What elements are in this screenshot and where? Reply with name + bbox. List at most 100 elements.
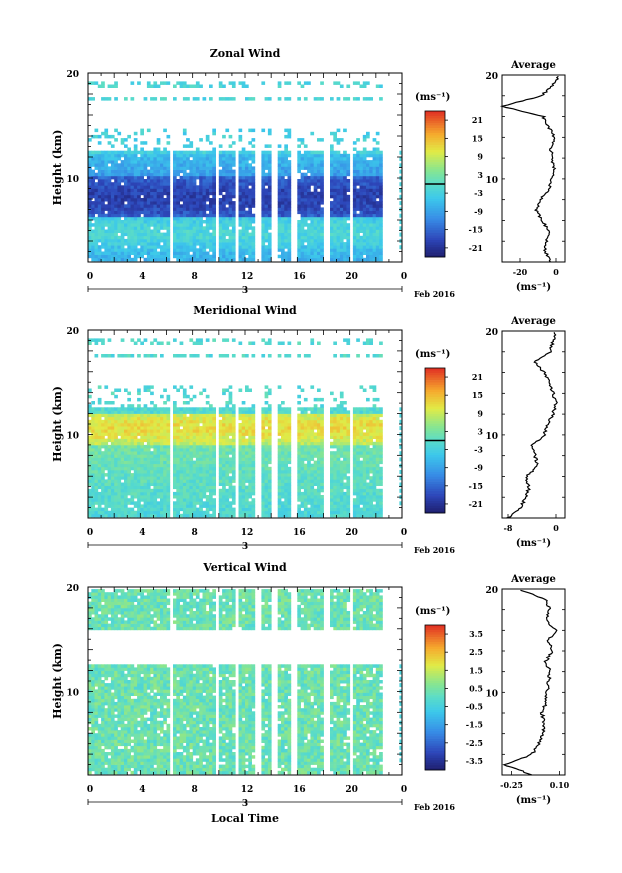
x-tick-label: 0: [401, 528, 407, 538]
date-label: Feb 2016: [414, 289, 455, 299]
panel-title: Meridional Wind: [193, 304, 297, 317]
colorbar-tick-label: 0.5: [469, 683, 483, 693]
x-tick-label: 12: [241, 272, 254, 282]
colorbar-tick-label: -21: [469, 499, 483, 509]
x-tick-label: 8: [192, 528, 198, 538]
profile-x-tick: 0.10: [550, 780, 570, 790]
profile-frame: [501, 330, 566, 519]
colorbar: 21 15 9 3 -3 -9 -15 -21: [424, 367, 483, 514]
x-tick-label: 12: [241, 785, 254, 795]
profile-unit-label: (ms⁻¹): [516, 795, 551, 806]
colorbar-tick-label: 3: [477, 426, 483, 436]
x-tick-label: 4: [139, 528, 145, 538]
colorbar-unit-label: (ms⁻¹): [415, 92, 450, 103]
y-tick-label: 10: [66, 431, 79, 441]
colorbar-frame: [424, 624, 446, 771]
profile-x-tick: 0: [553, 523, 559, 533]
profile-y-tick: 10: [485, 432, 498, 442]
y-tick-label: 20: [66, 327, 79, 337]
colorbar-tick-label: -9: [474, 206, 483, 216]
x-tick-label: 20: [345, 785, 358, 795]
profile-frame: [501, 74, 566, 263]
profile-frame: [501, 588, 566, 776]
heatmap-cells: [88, 338, 402, 518]
colorbar-tick-label: -3: [474, 445, 483, 455]
y-tick-label: 10: [66, 688, 79, 698]
colorbar-tick-label: 9: [477, 408, 483, 418]
colorbar-tick-label: 15: [472, 390, 483, 400]
colorbar-tick-label: 3: [477, 170, 483, 180]
colorbar-tick-label: -15: [469, 225, 483, 235]
profile-x-tick: -20: [513, 267, 528, 277]
x-axis-label: Local Time: [211, 812, 279, 825]
heatmap-cells: [88, 589, 402, 775]
profile-title: Average: [510, 316, 556, 327]
profile-y-tick: 10: [485, 689, 498, 699]
colorbar-tick-label: -3: [474, 188, 483, 198]
x-tick-label: 16: [293, 528, 306, 538]
day-label: 3: [242, 542, 248, 552]
profile-unit-label: (ms⁻¹): [516, 282, 551, 293]
x-tick-label: 20: [345, 528, 358, 538]
x-tick-label: 20: [345, 272, 358, 282]
colorbar-tick-label: -2.5: [466, 738, 483, 748]
date-label: Feb 2016: [414, 802, 455, 812]
y-axis-label: Height (km): [51, 386, 64, 462]
colorbar-tick-label: -9: [474, 463, 483, 473]
profile-y-tick: 20: [485, 328, 498, 338]
average-profile: Average 20 10 -20 0(ms⁻¹): [485, 60, 566, 293]
colorbar-tick-label: 3.5: [469, 629, 483, 639]
colorbar-unit-label: (ms⁻¹): [415, 349, 450, 360]
date-label: Feb 2016: [414, 545, 455, 555]
y-tick-label: 20: [66, 584, 79, 594]
panel-title: Vertical Wind: [202, 561, 287, 574]
profile-y-tick: 20: [485, 72, 498, 82]
x-tick-label: 12: [241, 528, 254, 538]
colorbar-tick-label: 1.5: [469, 665, 483, 675]
profile-title: Average: [510, 60, 556, 71]
average-profile: Average 20 10 -0.25 0.10 (ms⁻¹): [485, 574, 569, 806]
x-tick-label: 0: [401, 272, 407, 282]
profile-x-tick: -0.25: [500, 780, 523, 790]
x-tick-label: 16: [293, 272, 306, 282]
day-label: 3: [242, 799, 248, 809]
profile-unit-label: (ms⁻¹): [516, 538, 551, 549]
colorbar-tick-label: 2.5: [469, 647, 483, 657]
y-tick-label: 10: [66, 175, 79, 185]
profile-x-tick: -8: [504, 523, 513, 533]
colorbar: 3.5 2.5 1.5 0.5 -0.5 -1.5 -2.5 -3.5: [424, 624, 483, 771]
colorbar-tick-label: 21: [472, 372, 483, 382]
profile-line: [502, 589, 558, 776]
average-profile: Average 20 10 -8 0(ms⁻¹): [485, 316, 566, 549]
colorbar-tick-label: 15: [472, 133, 483, 143]
profile-title: Average: [510, 574, 556, 585]
y-tick-label: 20: [66, 70, 79, 80]
profile-y-tick: 20: [485, 586, 498, 596]
colorbar-tick-label: 21: [472, 115, 483, 125]
x-tick-label: 8: [192, 785, 198, 795]
colorbar-unit-label: (ms⁻¹): [415, 606, 450, 617]
x-tick-label: 8: [192, 272, 198, 282]
panel-title: Zonal Wind: [210, 47, 281, 60]
y-axis-label: Height (km): [51, 643, 64, 719]
x-tick-label: 0: [87, 272, 93, 282]
colorbar-tick-label: -15: [469, 481, 483, 491]
x-tick-label: 0: [87, 785, 93, 795]
profile-x-tick: 0: [553, 267, 559, 277]
colorbar: 21 15 9 3 -3 -9 -15 -21: [424, 110, 483, 258]
colorbar-tick-label: -3.5: [466, 756, 483, 766]
y-axis-label: Height (km): [51, 130, 64, 206]
day-label: 3: [242, 286, 248, 296]
profile-y-tick: 10: [485, 176, 498, 186]
colorbar-tick-label: 9: [477, 152, 483, 162]
profile-line: [499, 75, 560, 263]
x-tick-label: 0: [401, 785, 407, 795]
profile-line: [506, 332, 558, 519]
colorbar-tick-label: -1.5: [466, 720, 483, 730]
x-tick-label: 0: [87, 528, 93, 538]
x-tick-label: 4: [139, 785, 145, 795]
